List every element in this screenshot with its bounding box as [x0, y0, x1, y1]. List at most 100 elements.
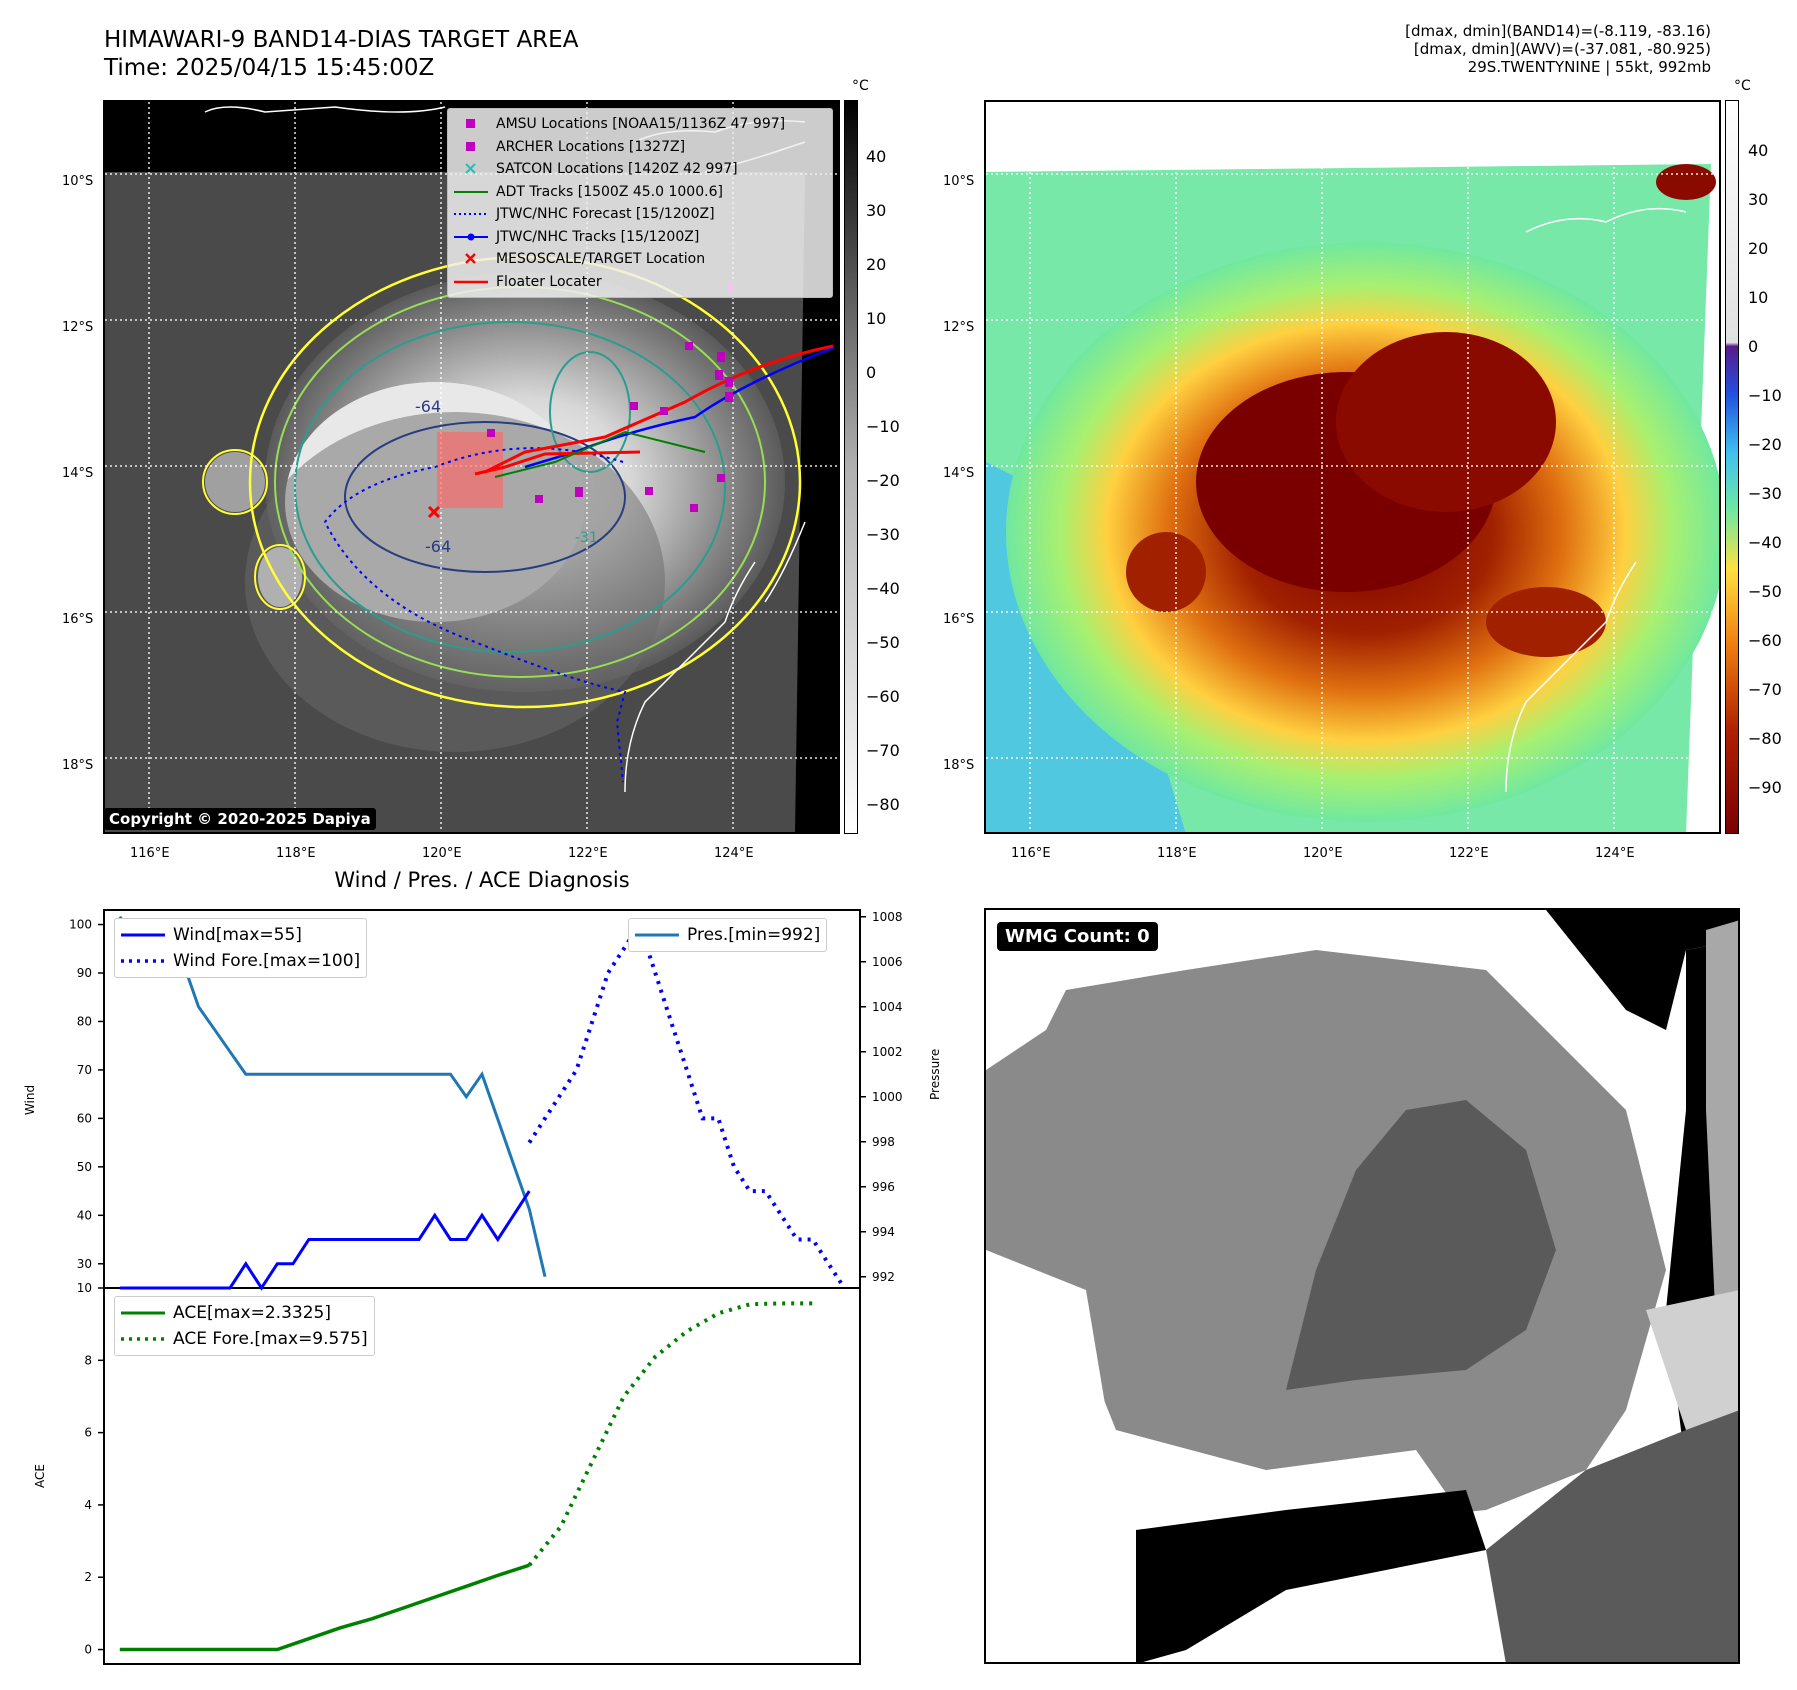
- wind-tick-label: 100: [69, 918, 92, 932]
- lon-tick: 124°E: [714, 846, 754, 861]
- pressure-tick-label: 1000: [872, 1090, 903, 1104]
- ace-tick-label: 8: [84, 1353, 92, 1367]
- cbar-tick: −70: [866, 741, 900, 760]
- cbar-tick: −80: [1748, 729, 1782, 748]
- svg-text:-64: -64: [425, 537, 451, 556]
- pressure-y-ticks: 1008 1006 1004 1002 1000 998 996 994 992: [860, 910, 903, 1284]
- wmg-svg: [986, 910, 1738, 1662]
- cbar-tick: −70: [1748, 680, 1782, 699]
- wind-legend: Wind[max=55] Wind Fore.[max=100]: [114, 918, 368, 978]
- pressure-tick-label: 1008: [872, 910, 903, 924]
- pressure-line[interactable]: [118, 915, 547, 1278]
- awv-colorbar-unit: °C: [1734, 78, 1751, 94]
- wind-axis-label: Wind: [23, 1085, 37, 1115]
- lon-tick: 116°E: [130, 846, 170, 861]
- cbar-tick: −10: [866, 417, 900, 436]
- wind-tick-label: 90: [77, 966, 92, 980]
- legend-ace-forecast: ACE Fore.[max=9.575]: [121, 1329, 368, 1349]
- awv-colorbar: [1725, 100, 1739, 834]
- pressure-legend: Pres.[min=992]: [628, 918, 828, 952]
- wind-y-ticks: 100 90 80 70 60 50 40 30: [69, 918, 104, 1271]
- ace-y-ticks: 10 8 6 4 2 0: [77, 1281, 104, 1657]
- svg-text:-31: -31: [575, 530, 598, 546]
- ace-legend: ACE[max=2.3325] ACE Fore.[max=9.575]: [114, 1296, 375, 1356]
- cbar-tick: −20: [866, 471, 900, 490]
- legend-ace: ACE[max=2.3325]: [121, 1303, 331, 1323]
- ace-tick-label: 0: [84, 1643, 92, 1657]
- legend-item-jtwc-forecast: JTWC/NHC Forecast [15/1200Z]: [454, 206, 715, 223]
- pressure-axis-label-outer: Pressure: [928, 1048, 942, 1100]
- diagnosis-series: [118, 915, 846, 1652]
- wind-tick-label: 60: [77, 1111, 92, 1125]
- cbar-tick: −50: [1748, 582, 1782, 601]
- legend-wind-forecast: Wind Fore.[max=100]: [121, 951, 361, 971]
- ir-map-legend: AMSU Locations [NOAA15/1136Z 47 997] ARC…: [447, 108, 833, 298]
- ace-tick-label: 6: [84, 1426, 92, 1440]
- lon-tick: 118°E: [1157, 846, 1197, 861]
- lat-tick: 16°S: [943, 612, 975, 627]
- diagnosis-title: Wind / Pres. / ACE Diagnosis: [334, 868, 630, 892]
- wind-forecast-line[interactable]: [527, 919, 846, 1290]
- wind-line[interactable]: [119, 1190, 531, 1291]
- lon-tick: 122°E: [1449, 846, 1489, 861]
- pressure-tick-label: 1006: [872, 955, 903, 969]
- cbar-tick: −40: [866, 579, 900, 598]
- ir-map-panel: -64 -64 -31 AMSU Locations [NOAA15/1136Z…: [103, 100, 840, 834]
- cbar-tick: 20: [1748, 239, 1769, 258]
- cbar-tick: −60: [1748, 631, 1782, 650]
- legend-wind: Wind[max=55]: [121, 925, 302, 945]
- wmg-panel: [984, 908, 1740, 1664]
- adt-track[interactable]: [494, 430, 706, 478]
- pressure-tick-label: 992: [872, 1270, 895, 1284]
- awv-map-svg: [986, 102, 1719, 832]
- legend-item-floater: Floater Locater: [454, 273, 602, 290]
- ace-tick-label: 10: [77, 1281, 92, 1295]
- cbar-tick: 20: [866, 255, 887, 274]
- mesoscale-target-marker: [427, 505, 441, 519]
- stats-awv: [dmax, dmin](AWV)=(-37.081, -80.925): [1413, 40, 1711, 58]
- storm-stats: [dmax, dmin](BAND14)=(-8.119, -83.16) [d…: [1405, 22, 1711, 76]
- ace-forecast-line[interactable]: [527, 1301, 813, 1567]
- legend-item-archer: ARCHER Locations [1327Z]: [454, 136, 826, 159]
- lon-tick: 124°E: [1595, 846, 1635, 861]
- awv-gridlines: [986, 102, 1719, 832]
- cbar-tick: −90: [1748, 778, 1782, 797]
- wind-tick-label: 70: [77, 1063, 92, 1077]
- wind-tick-label: 30: [77, 1257, 92, 1271]
- cbar-tick: −60: [866, 687, 900, 706]
- stats-band14: [dmax, dmin](BAND14)=(-8.119, -83.16): [1405, 22, 1711, 40]
- cbar-tick: −80: [866, 795, 900, 814]
- lon-tick: 120°E: [1303, 846, 1343, 861]
- pressure-tick-label: 1004: [872, 1000, 903, 1014]
- wmg-count-badge: WMG Count: 0: [997, 922, 1158, 951]
- legend-item-jtwc-tracks: JTWC/NHC Tracks [15/1200Z]: [454, 226, 826, 249]
- legend-item-mesoscale: MESOSCALE/TARGET Location: [454, 248, 826, 271]
- lat-tick: 18°S: [62, 758, 94, 773]
- cbar-tick: −40: [1748, 533, 1782, 552]
- lat-tick: 10°S: [943, 174, 975, 189]
- ace-line[interactable]: [119, 1563, 530, 1652]
- lat-tick: 14°S: [943, 466, 975, 481]
- lon-tick: 120°E: [422, 846, 462, 861]
- lon-tick: 118°E: [276, 846, 316, 861]
- ace-axes: [103, 1287, 861, 1665]
- cbar-tick: 0: [866, 363, 877, 382]
- wind-tick-label: 80: [77, 1014, 92, 1028]
- ace-axis-label: ACE: [33, 1464, 47, 1488]
- lon-tick: 116°E: [1011, 846, 1051, 861]
- figure-title: HIMAWARI-9 BAND14-DIAS TARGET AREA Time:…: [104, 26, 578, 82]
- title-line-1: HIMAWARI-9 BAND14-DIAS TARGET AREA: [104, 27, 579, 53]
- lat-tick: 10°S: [62, 174, 94, 189]
- floater-track[interactable]: [484, 344, 834, 474]
- cbar-tick: −10: [1748, 386, 1782, 405]
- wind-tick-label: 40: [77, 1208, 92, 1222]
- jtwc-forecast-track[interactable]: [323, 447, 627, 783]
- ir-colorbar: [844, 100, 858, 834]
- pressure-tick-label: 998: [872, 1135, 895, 1149]
- legend-item-adt: ADT Tracks [1500Z 45.0 1000.6]: [454, 183, 723, 200]
- legend-item-satcon: SATCON Locations [1420Z 42 997]: [454, 158, 826, 181]
- lat-tick: 12°S: [62, 320, 94, 335]
- legend-item-amsu: AMSU Locations [NOAA15/1136Z 47 997]: [454, 113, 826, 136]
- title-line-2: Time: 2025/04/15 15:45:00Z: [104, 55, 435, 81]
